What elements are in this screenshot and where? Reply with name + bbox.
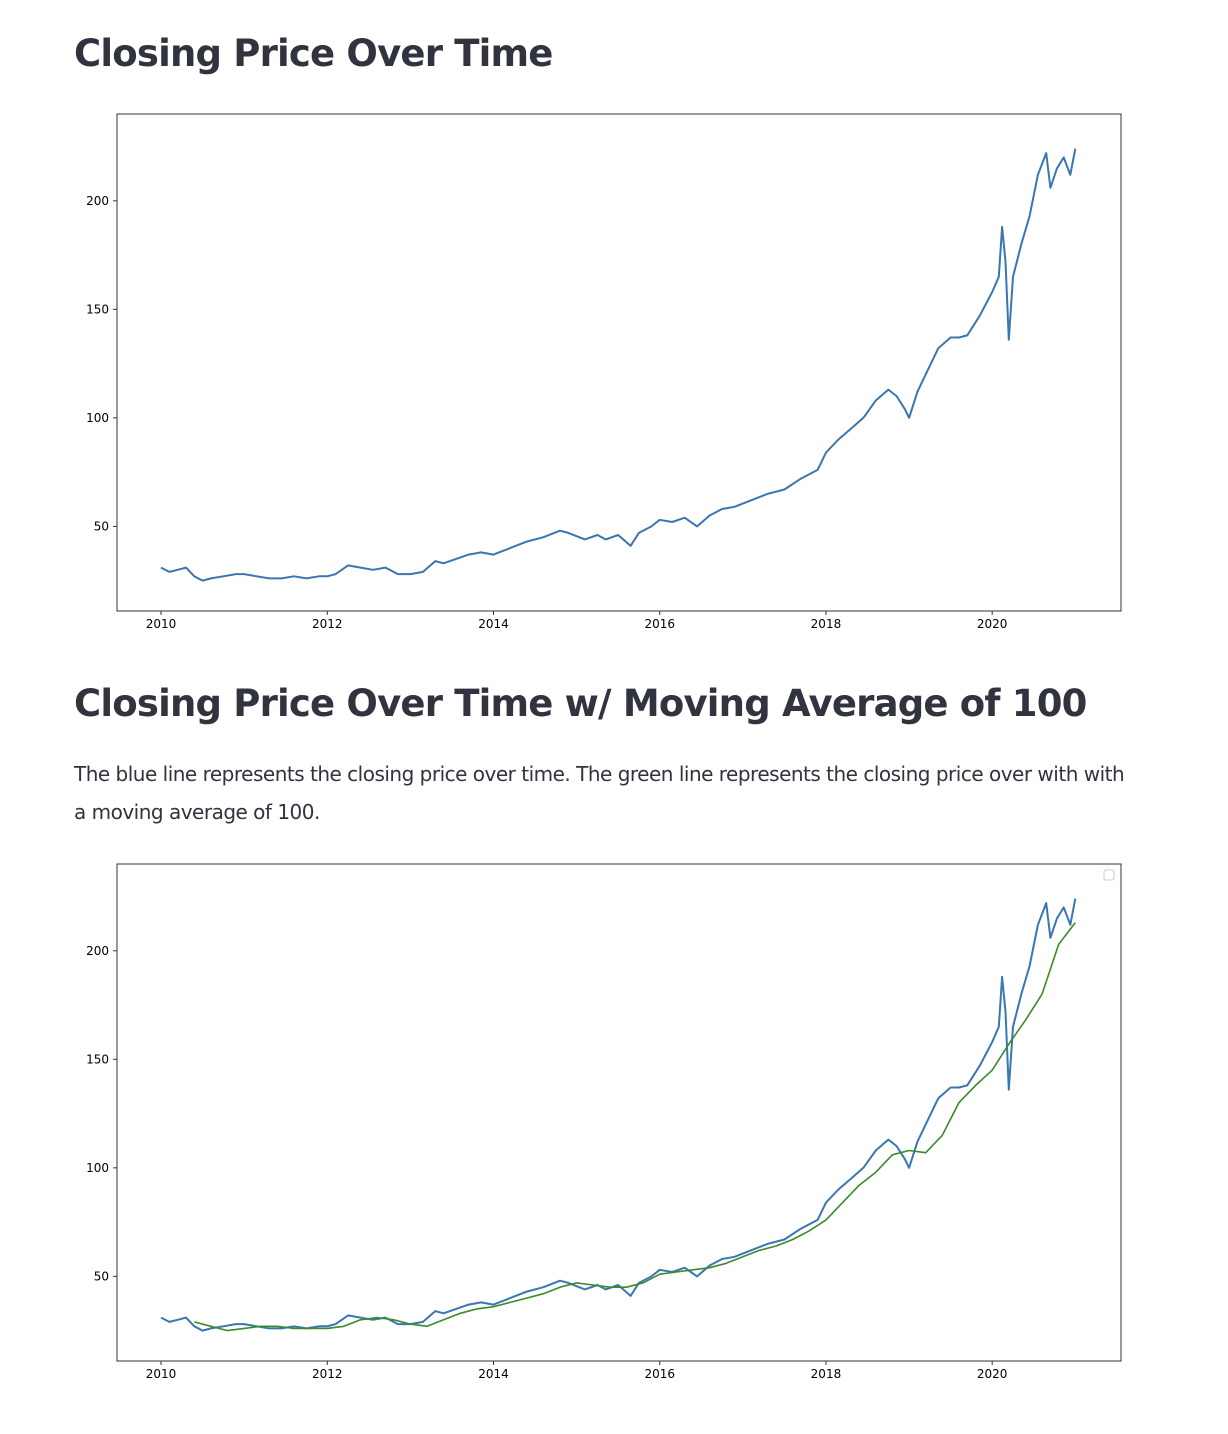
x-tick-label: 2010 bbox=[146, 617, 177, 631]
y-tick-label: 50 bbox=[94, 519, 109, 533]
x-tick-label: 2010 bbox=[146, 1367, 177, 1381]
y-tick-label: 150 bbox=[86, 1052, 109, 1066]
closing-price-moving-average-chart: 2010 2012 2014 2016 2018 2020 50 100 150 200 bbox=[86, 863, 1122, 1381]
section-description: The blue line represents the closing pri… bbox=[74, 762, 1125, 824]
x-tick-label: 2016 bbox=[644, 1367, 675, 1381]
x-tick-label: 2020 bbox=[977, 617, 1008, 631]
y-tick-label: 100 bbox=[86, 1161, 109, 1175]
y-tick-label: 200 bbox=[86, 944, 109, 958]
plot-frame bbox=[116, 113, 1122, 612]
closing-price-line bbox=[160, 148, 1077, 582]
y-tick-label: 100 bbox=[86, 411, 109, 425]
x-tick-label: 2016 bbox=[644, 617, 675, 631]
section-title: Closing Price Over Time bbox=[74, 32, 553, 75]
x-tick-label: 2014 bbox=[478, 617, 509, 631]
closing-price-chart: 2010 2012 2014 2016 2018 2020 50 100 150 200 bbox=[86, 113, 1122, 631]
plot-frame bbox=[116, 863, 1122, 1362]
x-tick-label: 2012 bbox=[312, 1367, 343, 1381]
closing-price-line bbox=[160, 898, 1077, 1332]
x-tick-label: 2020 bbox=[977, 1367, 1008, 1381]
y-tick-label: 150 bbox=[86, 302, 109, 316]
section-title: Closing Price Over Time w/ Moving Averag… bbox=[74, 682, 1087, 725]
x-tick-label: 2018 bbox=[811, 617, 842, 631]
legend-box bbox=[1103, 869, 1115, 881]
y-tick-label: 50 bbox=[94, 1269, 109, 1283]
moving-average-line bbox=[194, 922, 1076, 1332]
x-tick-label: 2018 bbox=[811, 1367, 842, 1381]
y-tick-label: 200 bbox=[86, 194, 109, 208]
x-tick-label: 2014 bbox=[478, 1367, 509, 1381]
x-tick-label: 2012 bbox=[312, 617, 343, 631]
